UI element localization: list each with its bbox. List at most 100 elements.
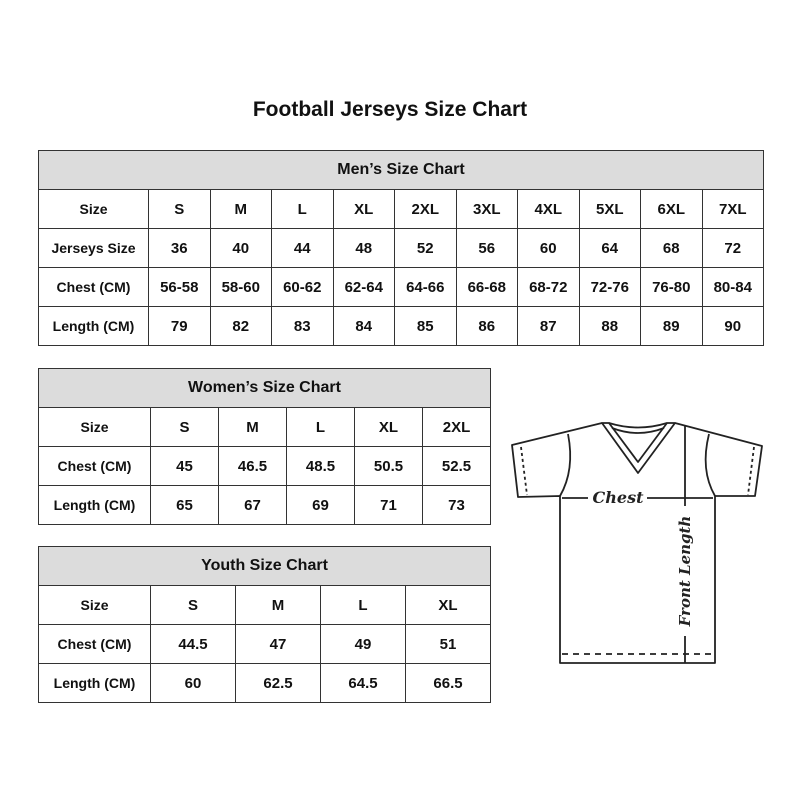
table-cell: 82 [209, 306, 272, 346]
youth-table-heading: Youth Size Chart [38, 546, 491, 586]
page-title: Football Jerseys Size Chart [252, 98, 528, 121]
row-label: Chest (CM) [38, 624, 151, 664]
table-cell: 2XL [422, 407, 491, 447]
table-cell: 80-84 [701, 267, 764, 307]
table-cell: 48 [332, 228, 395, 268]
table-cell: 85 [394, 306, 457, 346]
table-cell: 3XL [455, 189, 518, 229]
row-label: Chest (CM) [38, 446, 151, 486]
table-cell: 5XL [578, 189, 641, 229]
shirt-outline [511, 422, 763, 664]
row-label: Length (CM) [38, 485, 151, 525]
table-cell: 40 [209, 228, 272, 268]
table-cell: 56 [455, 228, 518, 268]
table-cell: 44 [271, 228, 334, 268]
table-cell: 36 [148, 228, 211, 268]
table-row: Size S M L XL 2XL [38, 407, 491, 447]
left-sleeve-seam [559, 433, 572, 497]
table-cell: 84 [332, 306, 395, 346]
table-cell: 67 [218, 485, 287, 525]
table-row: Chest (CM) 56-58 58-60 60-62 62-64 64-66 66-68… [38, 267, 764, 307]
table-cell: 2XL [394, 189, 457, 229]
table-cell: 51 [405, 624, 491, 664]
table-cell: 65 [150, 485, 219, 525]
table-cell: 66.5 [405, 663, 491, 703]
table-cell: 60 [517, 228, 580, 268]
right-sleeve-seam [704, 433, 716, 497]
table-cell: 62-64 [332, 267, 395, 307]
table-cell: 69 [286, 485, 355, 525]
table-cell: M [235, 585, 321, 625]
table-cell: 60 [150, 663, 236, 703]
table-row: Length (CM) 65 67 69 71 73 [38, 485, 491, 525]
table-cell: S [150, 585, 236, 625]
youth-size-table: Youth Size Chart Size S M L XL Chest (CM) 44.5 4… [38, 546, 491, 703]
table-cell: 66-68 [455, 267, 518, 307]
table-cell: M [209, 189, 272, 229]
table-cell: 6XL [640, 189, 703, 229]
table-row: Chest (CM) 44.5 47 49 51 [38, 624, 491, 664]
table-cell: 4XL [517, 189, 580, 229]
table-cell: XL [405, 585, 491, 625]
table-cell: 45 [150, 446, 219, 486]
table-cell: L [271, 189, 334, 229]
table-cell: 52.5 [422, 446, 491, 486]
table-row: Jerseys Size 36 40 44 48 52 56 60 64 68 72 [38, 228, 764, 268]
table-row: Length (CM) 79 82 83 84 85 86 87 88 89 90 [38, 306, 764, 346]
row-label: Size [38, 407, 151, 447]
table-cell: 89 [640, 306, 703, 346]
table-row: Length (CM) 60 62.5 64.5 66.5 [38, 663, 491, 703]
table-cell: 83 [271, 306, 334, 346]
table-cell: 62.5 [235, 663, 321, 703]
table-cell: 49 [320, 624, 406, 664]
row-label: Length (CM) [38, 663, 151, 703]
table-cell: 58-60 [209, 267, 272, 307]
table-cell: 56-58 [148, 267, 211, 307]
row-label: Length (CM) [38, 306, 149, 346]
table-cell: 64-66 [394, 267, 457, 307]
table-cell: L [320, 585, 406, 625]
chest-label: Chest [593, 488, 645, 507]
table-cell: 64.5 [320, 663, 406, 703]
table-cell: 68-72 [517, 267, 580, 307]
table-cell: S [150, 407, 219, 447]
table-cell: 48.5 [286, 446, 355, 486]
table-cell: 72-76 [578, 267, 641, 307]
table-cell: 76-80 [640, 267, 703, 307]
table-cell: 68 [640, 228, 703, 268]
table-cell: S [148, 189, 211, 229]
womens-size-table: Women’s Size Chart Size S M L XL 2XL Chest (CM)… [38, 368, 491, 525]
women-table-heading: Women’s Size Chart [38, 368, 491, 408]
collar [601, 422, 676, 474]
table-row: Size S M L XL 2XL 3XL 4XL 5XL 6XL 7XL [38, 189, 764, 229]
row-label: Size [38, 189, 149, 229]
table-cell: 47 [235, 624, 321, 664]
table-cell: 71 [354, 485, 423, 525]
row-label: Jerseys Size [38, 228, 149, 268]
row-label: Chest (CM) [38, 267, 149, 307]
table-cell: 52 [394, 228, 457, 268]
table-cell: M [218, 407, 287, 447]
table-cell: 64 [578, 228, 641, 268]
table-cell: XL [354, 407, 423, 447]
table-cell: 88 [578, 306, 641, 346]
table-cell: XL [332, 189, 395, 229]
mens-size-table: Men’s Size Chart Size S M L XL 2XL 3XL 4XL 5XL 6XL… [38, 150, 764, 346]
row-label: Size [38, 585, 151, 625]
table-cell: 72 [701, 228, 764, 268]
table-cell: 50.5 [354, 446, 423, 486]
table-cell: 73 [422, 485, 491, 525]
men-table-heading: Men’s Size Chart [38, 150, 764, 190]
jersey-diagram: Chest Front Length [511, 422, 763, 664]
front-length-label: Front Length [676, 516, 694, 628]
table-cell: 46.5 [218, 446, 287, 486]
table-cell: 7XL [701, 189, 764, 229]
table-cell: L [286, 407, 355, 447]
table-cell: 60-62 [271, 267, 334, 307]
table-cell: 44.5 [150, 624, 236, 664]
table-row: Chest (CM) 45 46.5 48.5 50.5 52.5 [38, 446, 491, 486]
table-cell: 90 [701, 306, 764, 346]
table-cell: 87 [517, 306, 580, 346]
table-row: Size S M L XL [38, 585, 491, 625]
table-cell: 79 [148, 306, 211, 346]
